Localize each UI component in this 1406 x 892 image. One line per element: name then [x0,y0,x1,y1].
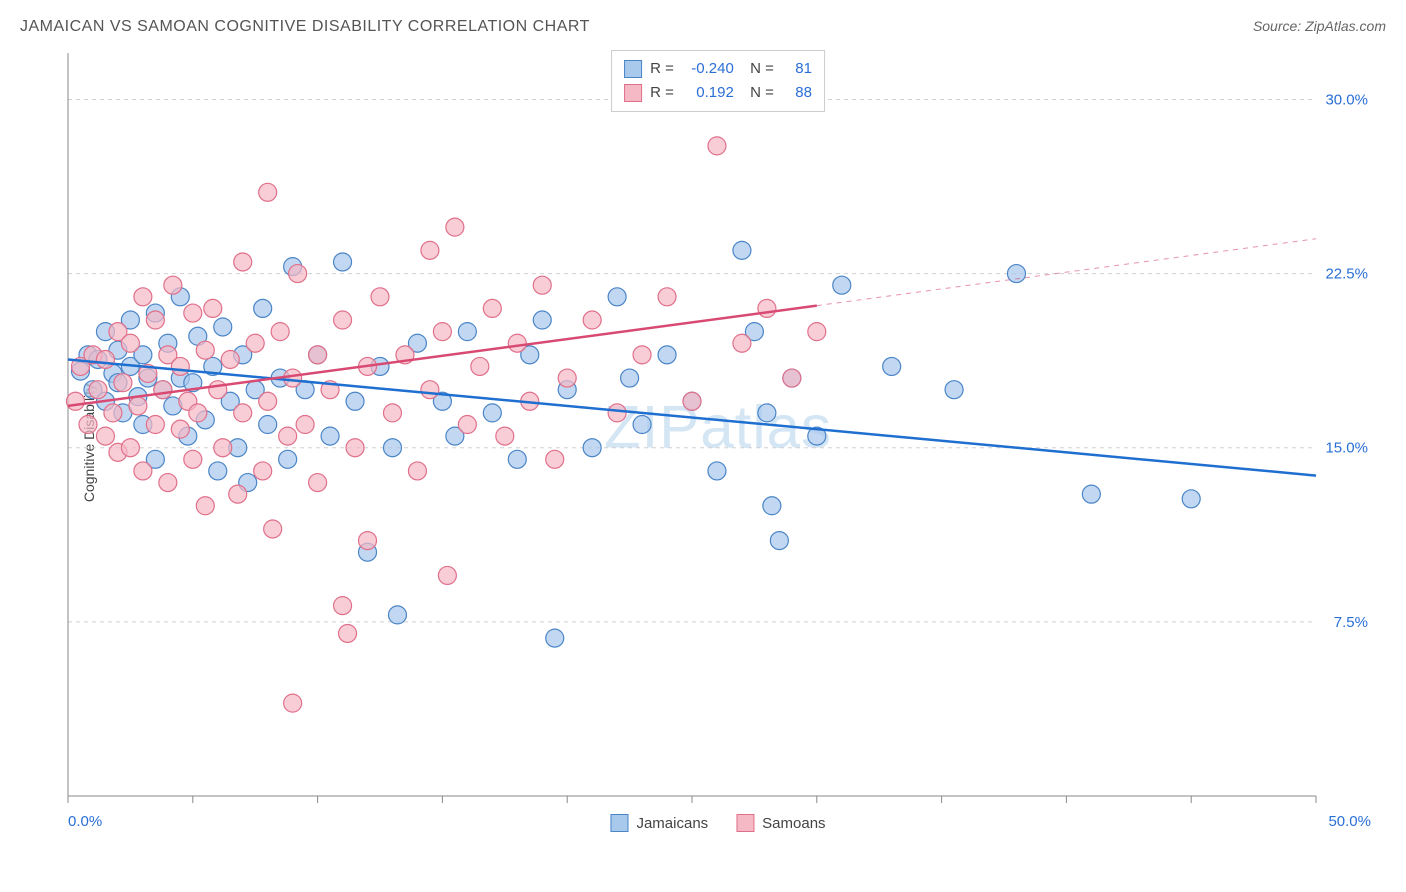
svg-text:15.0%: 15.0% [1325,440,1368,457]
svg-text:22.5%: 22.5% [1325,266,1368,283]
scatter-plot-svg: 7.5% 15.0% 22.5% 30.0% 0.0% 50.0% [60,48,1376,838]
r-value-jamaicans: -0.240 [682,57,734,81]
plot-area: Cognitive Disability ZIPatlas R = -0.240… [60,48,1376,838]
swatch-jamaicans [624,60,642,78]
legend-swatch-jamaicans [610,814,628,832]
r-value-samoans: 0.192 [682,81,734,105]
swatch-samoans [624,84,642,102]
svg-text:30.0%: 30.0% [1325,91,1368,108]
svg-text:50.0%: 50.0% [1328,813,1371,830]
n-value-samoans: 88 [782,81,812,105]
r-label: R = [650,57,674,81]
chart-header: JAMAICAN VS SAMOAN COGNITIVE DISABILITY … [20,10,1386,48]
svg-text:7.5%: 7.5% [1334,614,1368,631]
stats-row-samoans: R = 0.192 N = 88 [624,81,812,105]
correlation-stats-box: R = -0.240 N = 81 R = 0.192 N = 88 [611,50,825,112]
svg-text:0.0%: 0.0% [68,813,102,830]
legend-swatch-samoans [736,814,754,832]
source-attribution: Source: ZipAtlas.com [1253,18,1386,34]
r-label: R = [650,81,674,105]
legend-item-jamaicans: Jamaicans [610,814,708,832]
legend-label-jamaicans: Jamaicans [636,815,708,832]
chart-title: JAMAICAN VS SAMOAN COGNITIVE DISABILITY … [20,18,590,36]
n-label: N = [742,81,774,105]
legend-label-samoans: Samoans [762,815,825,832]
n-value-jamaicans: 81 [782,57,812,81]
n-label: N = [742,57,774,81]
bottom-legend: Jamaicans Samoans [610,814,825,832]
stats-row-jamaicans: R = -0.240 N = 81 [624,57,812,81]
legend-item-samoans: Samoans [736,814,825,832]
